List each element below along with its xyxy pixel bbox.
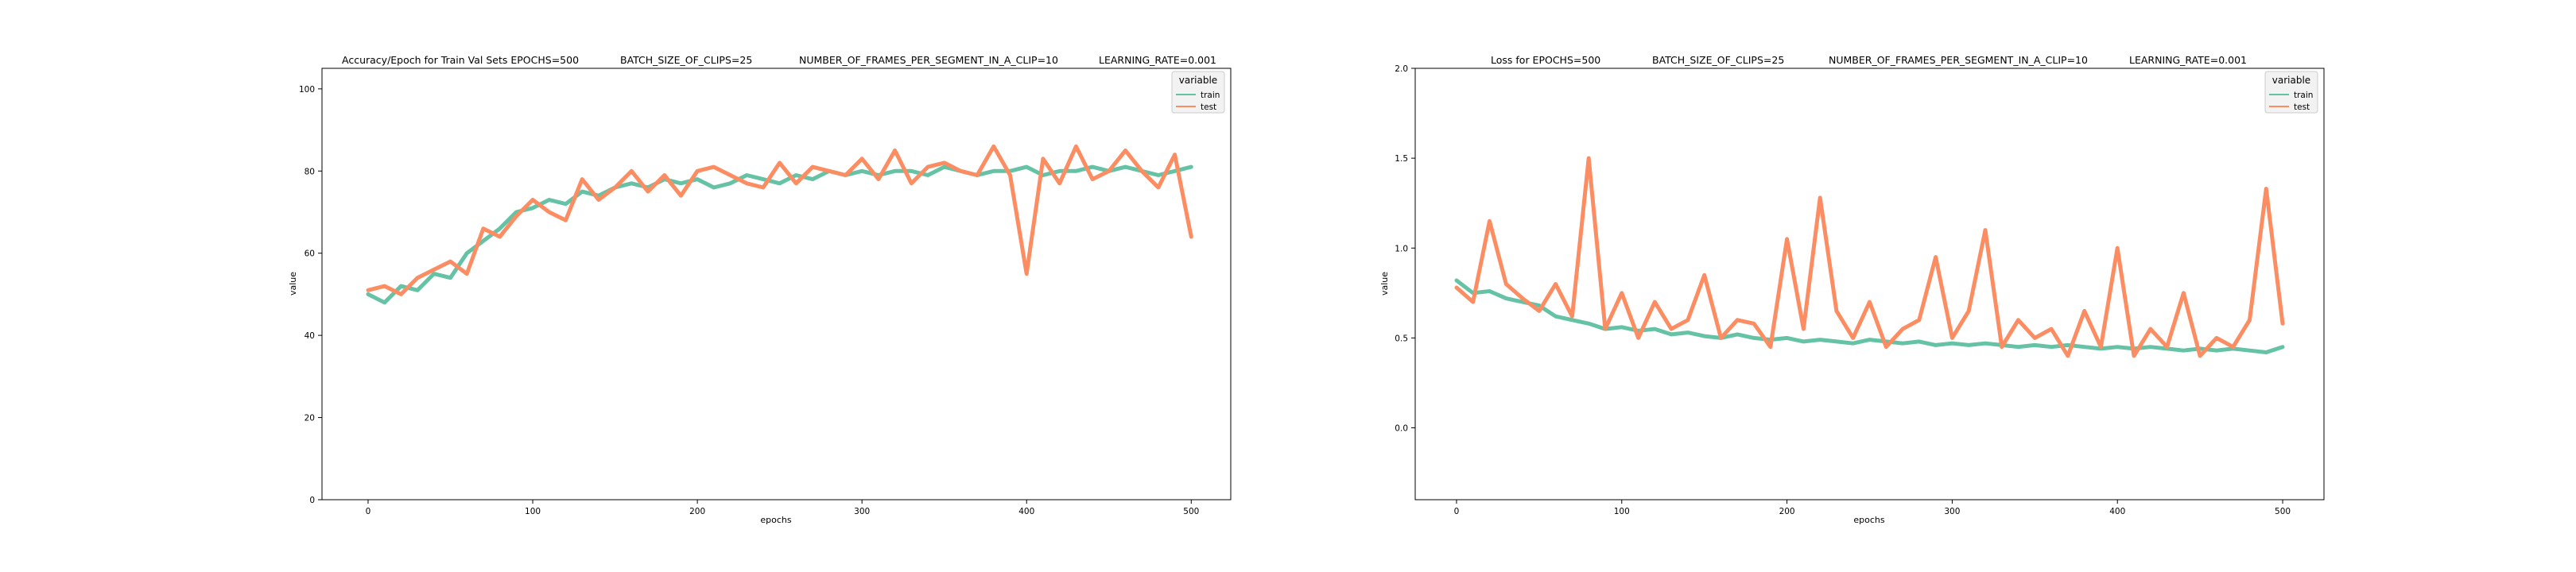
accuracy-legend-label-train: train [1201,91,1220,100]
accuracy-legend-box [1171,71,1225,114]
accuracy-x-label: epochs [760,515,791,525]
loss-legend-label-train: train [2294,91,2313,100]
loss-x-tick-label: 300 [1944,507,1960,516]
accuracy-legend-title: variable [1179,75,1217,86]
loss-title-part: NUMBER_OF_FRAMES_PER_SEGMENT_IN_A_CLIP=1… [1829,54,2088,66]
accuracy-y-tick-label: 60 [305,249,315,259]
accuracy-legend-label-test: test [1201,102,1216,112]
accuracy-x-tick-label: 300 [854,507,870,516]
loss-series-test [1454,156,2285,358]
accuracy-y-axis: 0 20 40 60 80 100 [299,85,322,505]
accuracy-y-tick-label: 20 [305,414,315,423]
loss-series-train [1454,278,2285,354]
loss-chart-title: Loss for EPOCHS=500 BATCH_SIZE_OF_CLIPS=… [1491,54,2247,66]
loss-x-axis: 0 100 200 300 400 500 [1454,500,2291,516]
accuracy-x-tick-label: 0 [366,507,371,516]
loss-x-tick-label: 200 [1779,507,1795,516]
accuracy-x-tick-label: 400 [1018,507,1034,516]
accuracy-title-part: NUMBER_OF_FRAMES_PER_SEGMENT_IN_A_CLIP=1… [799,54,1058,66]
loss-plot-area [1414,68,2325,500]
loss-x-tick-label: 400 [2109,507,2125,516]
accuracy-legend: variable train test [1171,71,1225,114]
loss-legend-label-test: test [2294,102,2310,112]
loss-y-label: value [1379,272,1390,296]
accuracy-series-test [366,144,1193,296]
loss-legend: variable train test [2264,71,2318,114]
accuracy-plot-area [321,68,1232,500]
loss-panel: Loss for EPOCHS=500 BATCH_SIZE_OF_CLIPS=… [1379,54,2325,525]
accuracy-y-tick-label: 40 [305,331,315,341]
accuracy-y-tick-label: 100 [299,85,315,95]
loss-series-lines [1454,156,2285,358]
loss-y-tick-label: 1.5 [1395,154,1408,164]
accuracy-y-label: value [288,272,298,296]
loss-x-label: epochs [1853,515,1884,525]
loss-y-tick-label: 2.0 [1395,64,1408,74]
loss-title-part: Loss for EPOCHS=500 [1491,54,1600,66]
loss-y-tick-label: 0.5 [1395,334,1408,343]
loss-y-axis: 0.0 0.5 1.0 1.5 2.0 [1395,64,1415,434]
accuracy-y-tick-label: 0 [309,496,315,505]
loss-x-tick-label: 500 [2275,507,2291,516]
accuracy-x-tick-label: 200 [689,507,705,516]
loss-y-tick-label: 0.0 [1395,424,1408,434]
accuracy-title-part: Accuracy/Epoch for Train Val Sets EPOCHS… [342,54,579,66]
accuracy-series-lines [366,144,1193,305]
loss-x-tick-label: 0 [1454,507,1460,516]
loss-x-tick-label: 100 [1614,507,1630,516]
accuracy-y-tick-label: 80 [305,167,315,176]
loss-title-part: LEARNING_RATE=0.001 [2129,54,2247,66]
accuracy-title-part: LEARNING_RATE=0.001 [1099,54,1216,66]
accuracy-chart-title: Accuracy/Epoch for Train Val Sets EPOCHS… [342,54,1216,66]
accuracy-panel: Accuracy/Epoch for Train Val Sets EPOCHS… [288,54,1232,525]
loss-y-tick-label: 1.0 [1395,244,1408,253]
accuracy-x-tick-label: 500 [1183,507,1199,516]
accuracy-x-axis: 0 100 200 300 400 500 [366,500,1199,516]
loss-legend-box [2264,71,2318,114]
accuracy-x-tick-label: 100 [525,507,541,516]
loss-title-part: BATCH_SIZE_OF_CLIPS=25 [1652,54,1784,66]
loss-legend-title: variable [2272,75,2310,86]
accuracy-title-part: BATCH_SIZE_OF_CLIPS=25 [620,54,752,66]
